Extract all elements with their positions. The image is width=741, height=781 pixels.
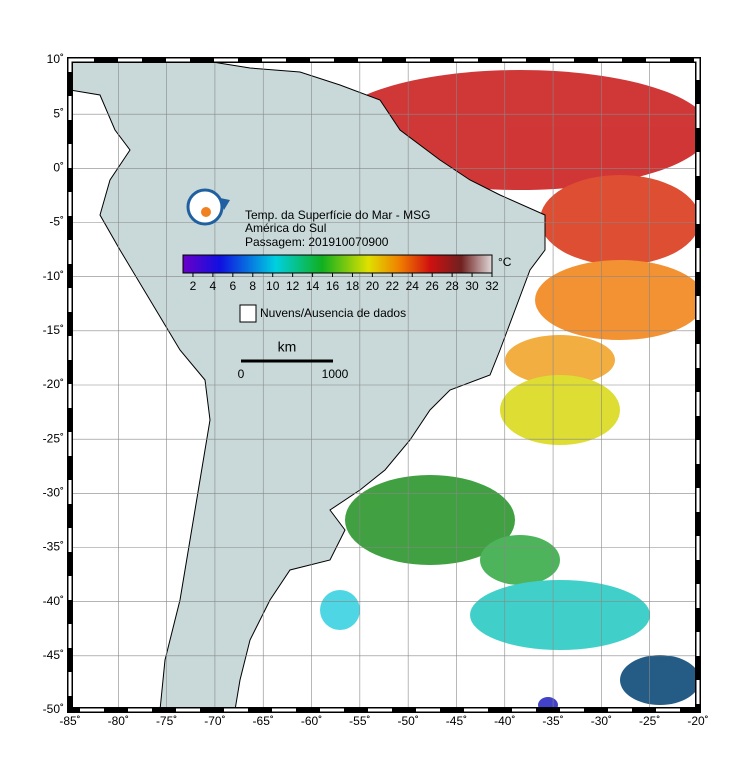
- colorbar-tick-label: 32: [485, 279, 499, 293]
- colorbar-tick-label: 16: [326, 279, 340, 293]
- lon-label: -60˚: [301, 714, 322, 728]
- map-frame-dashes: [68, 58, 700, 712]
- lon-label: -80˚: [108, 714, 129, 728]
- lon-label: -30˚: [591, 714, 612, 728]
- colorbar-tick-label: 28: [445, 279, 459, 293]
- lon-label: -85˚: [59, 714, 80, 728]
- lat-label: -30˚: [43, 486, 64, 500]
- colorbar-tick-label: 10: [266, 279, 280, 293]
- lat-label: -50˚: [43, 702, 64, 716]
- lat-label: -10˚: [43, 269, 64, 283]
- lon-label: -75˚: [156, 714, 177, 728]
- lon-label: -20˚: [687, 714, 708, 728]
- lon-label: -40˚: [494, 714, 515, 728]
- lon-label: -65˚: [253, 714, 274, 728]
- lat-label: -5˚: [49, 215, 64, 229]
- colorbar-tick-label: 14: [306, 279, 320, 293]
- scale-end: 1000: [322, 367, 349, 381]
- lat-label: -20˚: [43, 377, 64, 391]
- scale-start: 0: [238, 367, 245, 381]
- no-data-swatch: [239, 304, 257, 323]
- map-area: [70, 60, 698, 710]
- region: América do Sul: [245, 221, 326, 235]
- colorbar-tick-label: 4: [210, 279, 217, 293]
- lat-label: -35˚: [43, 540, 64, 554]
- lat-label: -25˚: [43, 431, 64, 445]
- colorbar-unit: °C: [498, 255, 512, 269]
- logo: [186, 188, 230, 226]
- no-data-label: Nuvens/Ausencia de dados: [260, 306, 406, 320]
- lon-label: -35˚: [542, 714, 563, 728]
- lat-label: 5˚: [53, 106, 64, 120]
- colorbar-tick-label: 24: [406, 279, 420, 293]
- colorbar-tick-label: 20: [366, 279, 380, 293]
- colorbar-tick-label: 8: [249, 279, 256, 293]
- colorbar: [182, 254, 493, 274]
- scale-unit: km: [278, 339, 297, 355]
- lon-label: -55˚: [349, 714, 370, 728]
- colorbar-tick-label: 18: [346, 279, 360, 293]
- colorbar-tick-label: 26: [426, 279, 440, 293]
- pass-time: Passagem: 201910070900: [245, 235, 389, 249]
- lon-label: -45˚: [446, 714, 467, 728]
- lat-label: -40˚: [43, 594, 64, 608]
- colorbar-tick-label: 12: [286, 279, 300, 293]
- title: Temp. da Superfície do Mar - MSG: [245, 208, 430, 222]
- lat-label: 0˚: [53, 161, 64, 175]
- lon-label: -25˚: [639, 714, 660, 728]
- lat-label: 10˚: [47, 52, 64, 66]
- colorbar-tick-label: 2: [190, 279, 197, 293]
- lon-label: -70˚: [204, 714, 225, 728]
- lon-label: -50˚: [397, 714, 418, 728]
- colorbar-tick-label: 22: [386, 279, 400, 293]
- colorbar-tick-label: 6: [229, 279, 236, 293]
- colorbar-tick-label: 30: [465, 279, 479, 293]
- lat-label: -45˚: [43, 648, 64, 662]
- lat-label: -15˚: [43, 323, 64, 337]
